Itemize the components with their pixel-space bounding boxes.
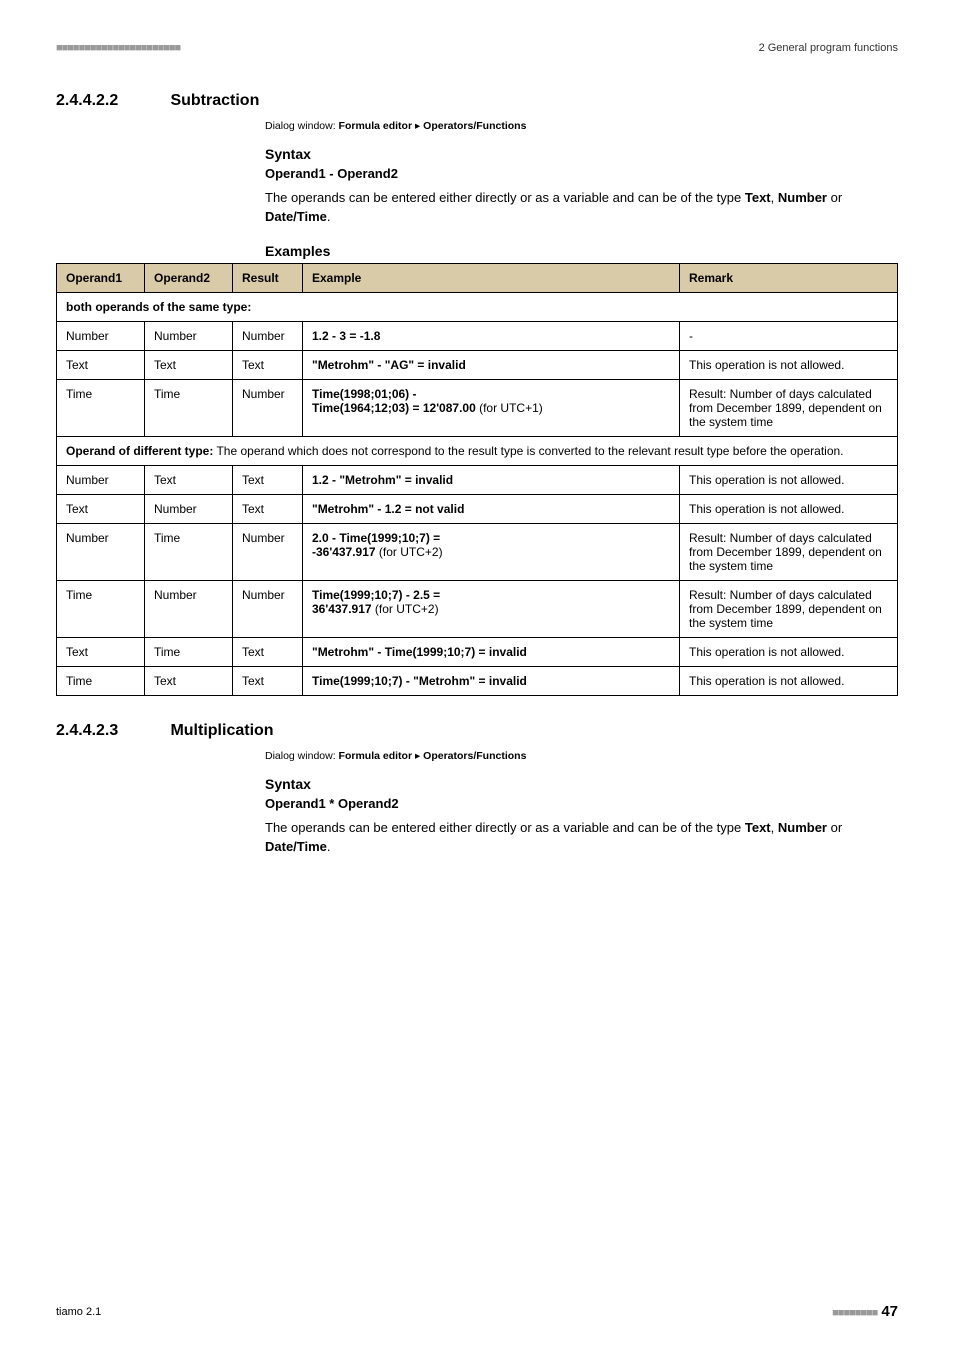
table-row: Text Text Text "Metrohm" - "AG" = invali…	[57, 350, 898, 379]
col-result: Result	[233, 263, 303, 292]
footer-product: tiamo 2.1	[56, 1306, 101, 1318]
page-footer: tiamo 2.1 ■■■■■■■■47	[56, 1303, 898, 1320]
footer-page: ■■■■■■■■47	[832, 1303, 898, 1320]
section-title: Multiplication	[170, 722, 273, 739]
header-chapter: 2 General program functions	[759, 42, 898, 54]
examples-table: Operand1 Operand2 Result Example Remark …	[56, 263, 898, 696]
table-group-row: both operands of the same type:	[57, 292, 898, 321]
col-operand1: Operand1	[57, 263, 145, 292]
col-remark: Remark	[680, 263, 898, 292]
section-title: Subtraction	[170, 92, 259, 109]
operand-description: The operands can be entered either direc…	[265, 819, 898, 857]
dialog-window-line: Dialog window: Formula editor ▸ Operator…	[265, 750, 898, 762]
table-row: Time Number Number Time(1999;10;7) - 2.5…	[57, 580, 898, 637]
operand-expression: Operand1 - Operand2	[265, 166, 898, 181]
header-dashes: ■■■■■■■■■■■■■■■■■■■■■■	[56, 42, 180, 54]
col-example: Example	[303, 263, 680, 292]
section-heading-multiplication: 2.4.4.2.3 Multiplication	[56, 722, 898, 740]
table-row: Text Number Text "Metrohm" - 1.2 = not v…	[57, 494, 898, 523]
dialog-window-line: Dialog window: Formula editor ▸ Operator…	[265, 120, 898, 132]
operand-expression: Operand1 * Operand2	[265, 796, 898, 811]
table-row: Number Text Text 1.2 - "Metrohm" = inval…	[57, 465, 898, 494]
syntax-label: Syntax	[265, 146, 898, 162]
footer-dashes: ■■■■■■■■	[832, 1307, 877, 1319]
table-row: Text Time Text "Metrohm" - Time(1999;10;…	[57, 637, 898, 666]
table-row: Time Text Text Time(1999;10;7) - "Metroh…	[57, 666, 898, 695]
section-heading-subtraction: 2.4.4.2.2 Subtraction	[56, 92, 898, 110]
table-header-row: Operand1 Operand2 Result Example Remark	[57, 263, 898, 292]
section-number: 2.4.4.2.2	[56, 92, 166, 110]
table-group-row: Operand of different type: The operand w…	[57, 436, 898, 465]
page-header: ■■■■■■■■■■■■■■■■■■■■■■ 2 General program…	[56, 42, 898, 54]
syntax-label: Syntax	[265, 776, 898, 792]
examples-label: Examples	[265, 243, 898, 259]
section-number: 2.4.4.2.3	[56, 722, 166, 740]
table-row: Number Number Number 1.2 - 3 = -1.8 -	[57, 321, 898, 350]
table-row: Number Time Number 2.0 - Time(1999;10;7)…	[57, 523, 898, 580]
table-row: Time Time Number Time(1998;01;06) -Time(…	[57, 379, 898, 436]
operand-description: The operands can be entered either direc…	[265, 189, 898, 227]
col-operand2: Operand2	[145, 263, 233, 292]
